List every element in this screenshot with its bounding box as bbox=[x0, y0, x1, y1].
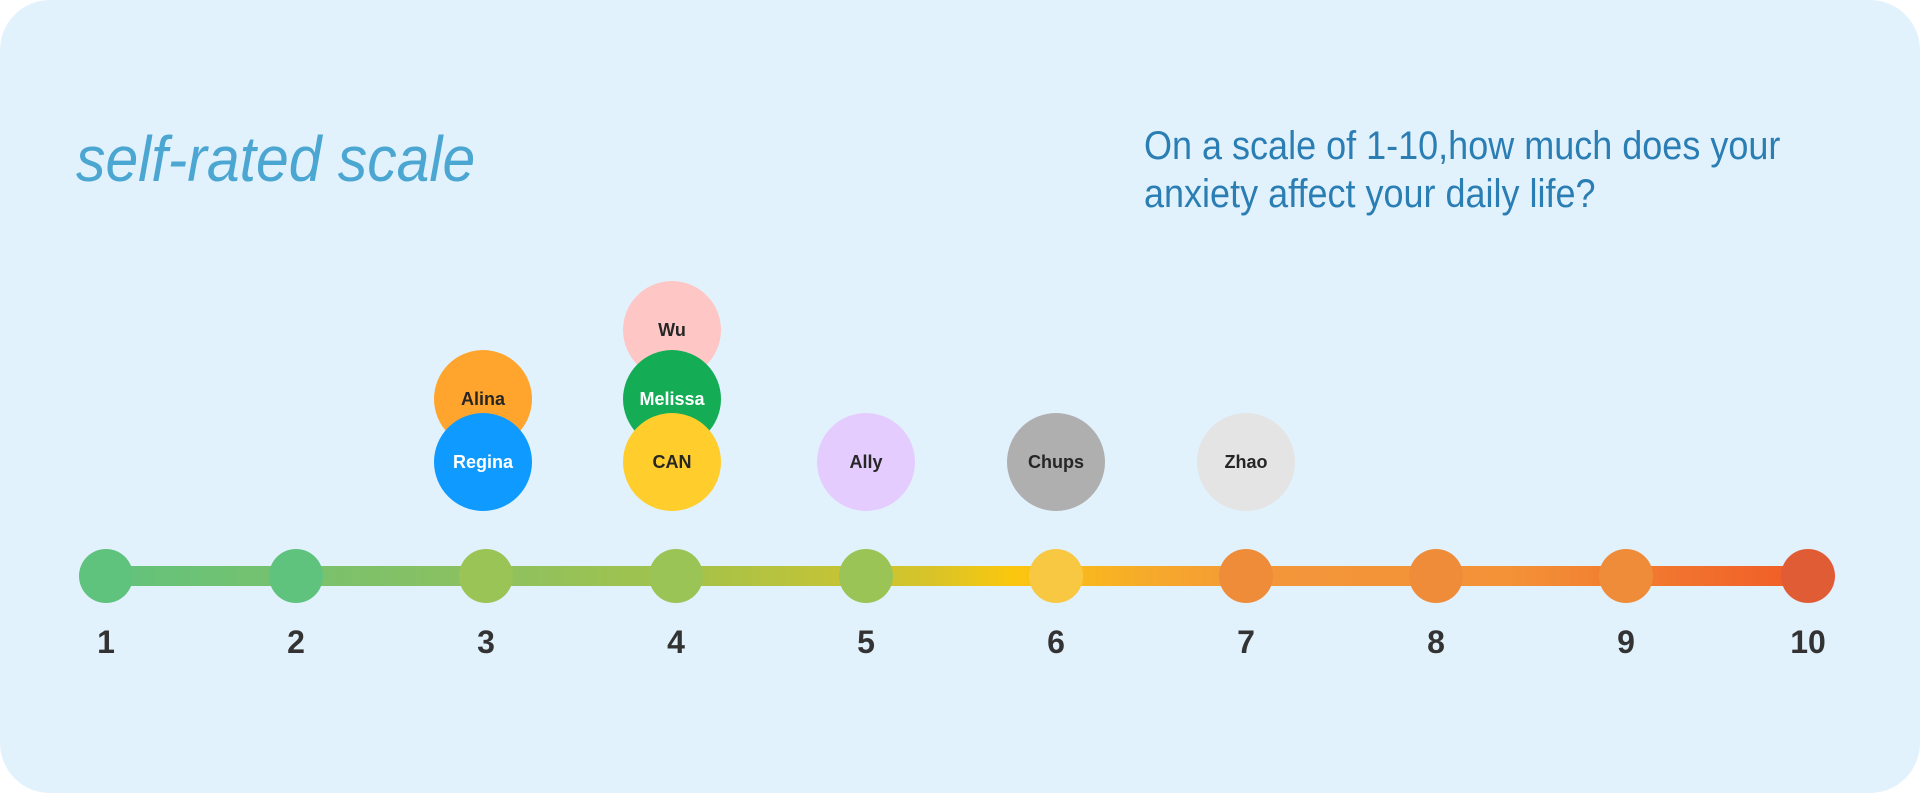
scale-point-5[interactable] bbox=[839, 549, 893, 603]
response-bubble-chups[interactable]: Chups bbox=[1007, 413, 1105, 511]
page-title: self-rated scale bbox=[76, 123, 476, 195]
scale-point-2[interactable] bbox=[269, 549, 323, 603]
scale-point-9[interactable] bbox=[1599, 549, 1653, 603]
scale-label-2: 2 bbox=[287, 624, 305, 660]
response-bubble-regina[interactable]: Regina bbox=[434, 413, 532, 511]
scale-label-4: 4 bbox=[667, 624, 685, 660]
survey-question: On a scale of 1-10,how much does your an… bbox=[1144, 124, 1781, 216]
scale-label-10: 10 bbox=[1790, 624, 1826, 660]
scale-point-8[interactable] bbox=[1409, 549, 1463, 603]
scale-point-1[interactable] bbox=[79, 549, 133, 603]
scale-track bbox=[106, 566, 1816, 586]
scale-label-5: 5 bbox=[857, 624, 875, 660]
scale-label-8: 8 bbox=[1427, 624, 1445, 660]
scale-label-6: 6 bbox=[1047, 624, 1065, 660]
scale-label-7: 7 bbox=[1237, 624, 1255, 660]
scale-point-4[interactable] bbox=[649, 549, 703, 603]
response-bubble-zhao[interactable]: Zhao bbox=[1197, 413, 1295, 511]
scale-label-1: 1 bbox=[97, 624, 115, 660]
scale-point-10[interactable] bbox=[1781, 549, 1835, 603]
scale-point-3[interactable] bbox=[459, 549, 513, 603]
scale-point-7[interactable] bbox=[1219, 549, 1273, 603]
scale-label-3: 3 bbox=[477, 624, 495, 660]
response-bubble-can[interactable]: CAN bbox=[623, 413, 721, 511]
scale-point-6[interactable] bbox=[1029, 549, 1083, 603]
response-bubble-ally[interactable]: Ally bbox=[817, 413, 915, 511]
scale-label-9: 9 bbox=[1617, 624, 1635, 660]
